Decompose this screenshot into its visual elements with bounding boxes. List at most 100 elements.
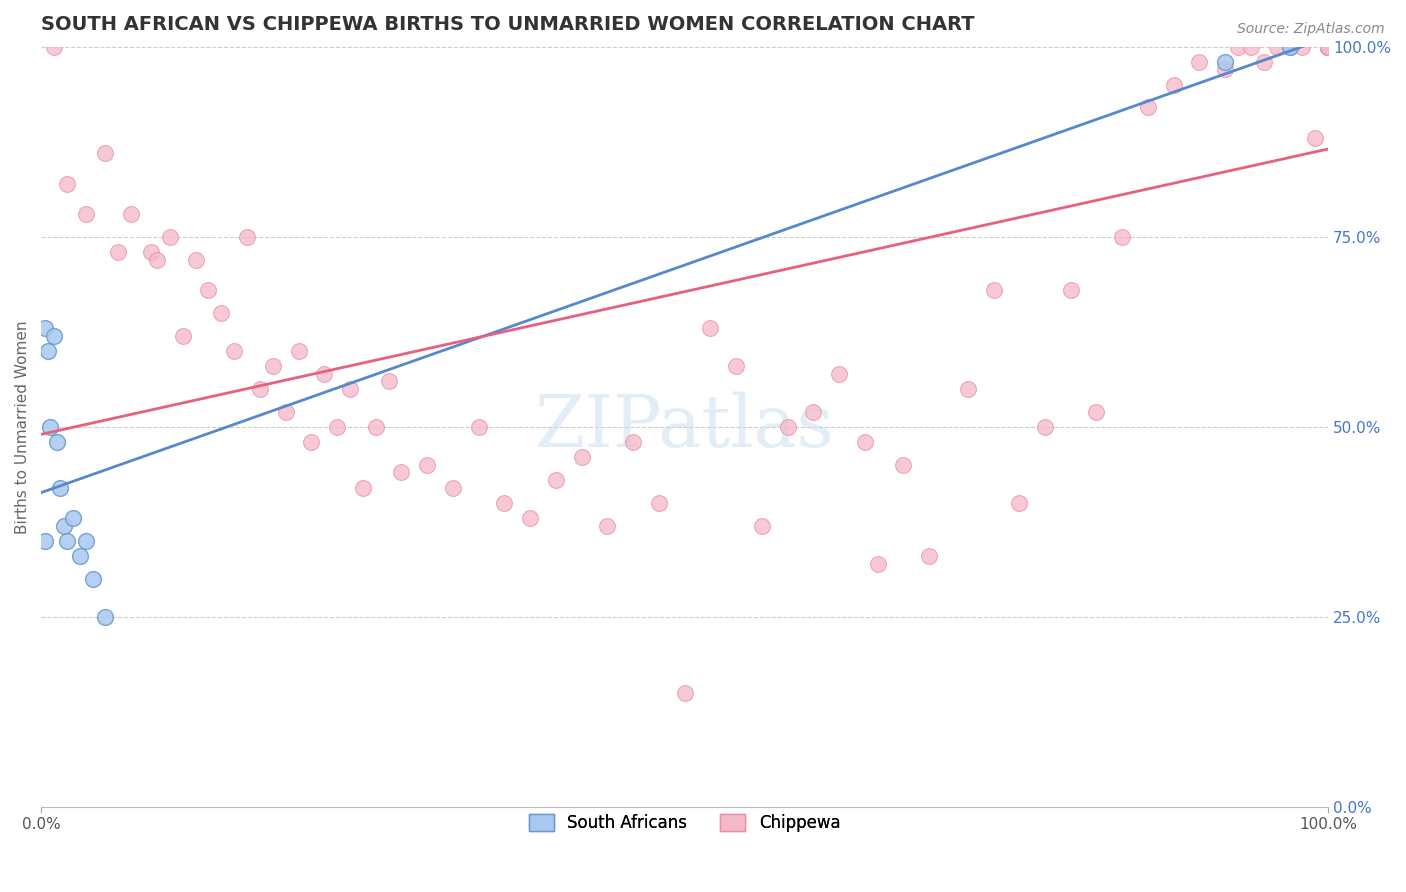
Point	[1317, 39, 1340, 54]
Point	[699, 321, 721, 335]
Point	[1278, 39, 1301, 54]
Point	[75, 207, 97, 221]
Point	[801, 404, 824, 418]
Point	[364, 420, 387, 434]
Point	[853, 435, 876, 450]
Point	[209, 306, 232, 320]
Point	[172, 328, 194, 343]
Text: ZIPatlas: ZIPatlas	[534, 392, 834, 462]
Point	[1265, 39, 1288, 54]
Point	[1008, 496, 1031, 510]
Point	[1163, 78, 1185, 92]
Point	[287, 343, 309, 358]
Legend: South Africans, Chippewa: South Africans, Chippewa	[520, 805, 849, 840]
Point	[648, 496, 671, 510]
Point	[1317, 39, 1340, 54]
Point	[1317, 39, 1340, 54]
Point	[1278, 39, 1301, 54]
Point	[82, 572, 104, 586]
Point	[1317, 39, 1340, 54]
Point	[751, 518, 773, 533]
Point	[776, 420, 799, 434]
Text: Source: ZipAtlas.com: Source: ZipAtlas.com	[1237, 22, 1385, 37]
Point	[34, 533, 56, 548]
Point	[828, 367, 851, 381]
Point	[1317, 39, 1340, 54]
Point	[62, 511, 84, 525]
Point	[1227, 39, 1250, 54]
Point	[467, 420, 489, 434]
Point	[352, 481, 374, 495]
Point	[983, 283, 1005, 297]
Point	[673, 686, 696, 700]
Point	[69, 549, 91, 563]
Point	[314, 367, 336, 381]
Point	[146, 252, 169, 267]
Point	[544, 473, 567, 487]
Point	[571, 450, 593, 465]
Point	[184, 252, 207, 267]
Point	[866, 557, 889, 571]
Point	[34, 321, 56, 335]
Point	[494, 496, 516, 510]
Point	[1317, 39, 1340, 54]
Point	[1317, 39, 1340, 54]
Point	[262, 359, 284, 373]
Point	[224, 343, 246, 358]
Point	[1303, 131, 1326, 145]
Point	[1291, 39, 1313, 54]
Point	[197, 283, 219, 297]
Point	[1317, 39, 1340, 54]
Point	[1317, 39, 1340, 54]
Point	[159, 229, 181, 244]
Point	[94, 610, 117, 624]
Point	[139, 244, 162, 259]
Point	[299, 435, 322, 450]
Point	[596, 518, 619, 533]
Point	[339, 382, 361, 396]
Point	[1085, 404, 1108, 418]
Point	[274, 404, 297, 418]
Y-axis label: Births to Unmarried Women: Births to Unmarried Women	[15, 320, 30, 533]
Point	[1060, 283, 1083, 297]
Point	[56, 533, 79, 548]
Point	[53, 518, 76, 533]
Point	[249, 382, 271, 396]
Point	[519, 511, 541, 525]
Point	[49, 481, 72, 495]
Point	[391, 466, 413, 480]
Point	[75, 533, 97, 548]
Point	[56, 177, 79, 191]
Point	[1317, 39, 1340, 54]
Point	[1317, 39, 1340, 54]
Point	[1213, 62, 1236, 77]
Point	[37, 343, 59, 358]
Point	[1188, 54, 1211, 69]
Point	[120, 207, 142, 221]
Point	[1317, 39, 1340, 54]
Point	[45, 435, 67, 450]
Point	[956, 382, 979, 396]
Point	[42, 328, 65, 343]
Point	[1317, 39, 1340, 54]
Point	[1111, 229, 1133, 244]
Point	[1317, 39, 1340, 54]
Point	[1317, 39, 1340, 54]
Point	[725, 359, 748, 373]
Point	[326, 420, 349, 434]
Point	[1240, 39, 1263, 54]
Point	[39, 420, 62, 434]
Point	[377, 374, 399, 388]
Point	[893, 458, 915, 472]
Point	[1253, 54, 1275, 69]
Point	[441, 481, 464, 495]
Point	[1317, 39, 1340, 54]
Text: SOUTH AFRICAN VS CHIPPEWA BIRTHS TO UNMARRIED WOMEN CORRELATION CHART: SOUTH AFRICAN VS CHIPPEWA BIRTHS TO UNMA…	[41, 15, 974, 34]
Point	[621, 435, 644, 450]
Point	[42, 39, 65, 54]
Point	[236, 229, 259, 244]
Point	[1033, 420, 1056, 434]
Point	[1213, 54, 1236, 69]
Point	[918, 549, 941, 563]
Point	[107, 244, 129, 259]
